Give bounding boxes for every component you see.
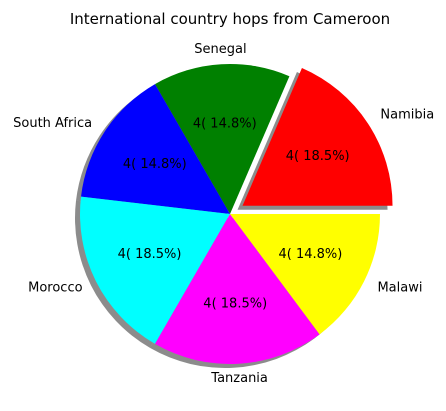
- category-label-south-africa: South Africa: [13, 116, 92, 131]
- pie-slice-morocco: [80, 196, 230, 344]
- chart-title: International country hops from Cameroon: [70, 10, 390, 28]
- category-label-namibia: Namibia: [380, 108, 434, 123]
- label-layer: Namibia 4( 18.5%) Senegal 4( 14.8%) South Af…: [13, 42, 434, 386]
- slice-value-label-senegal: 4( 14.8%): [193, 117, 257, 132]
- category-label-senegal: Senegal: [194, 42, 246, 57]
- slice-layer: [80, 63, 393, 365]
- slice-value-label-malawi: 4( 14.8%): [278, 247, 342, 262]
- slice-value-label-morocco: 4( 18.5%): [118, 247, 182, 262]
- category-label-tanzania: Tanzania: [210, 371, 268, 386]
- slice-value-label-south-africa: 4( 14.8%): [123, 157, 187, 172]
- pie-slice-tanzania: [155, 214, 320, 365]
- category-label-malawi: Malawi: [377, 281, 422, 296]
- category-label-morocco: Morocco: [28, 281, 82, 296]
- pie-slice-senegal: [155, 63, 290, 214]
- pie-slice-malawi: [230, 214, 380, 335]
- pie-slice-south-africa: [81, 84, 230, 214]
- slice-value-label-namibia: 4( 18.5%): [286, 149, 350, 164]
- slice-value-label-tanzania: 4( 18.5%): [203, 296, 267, 311]
- pie-slice-namibia: [242, 68, 393, 206]
